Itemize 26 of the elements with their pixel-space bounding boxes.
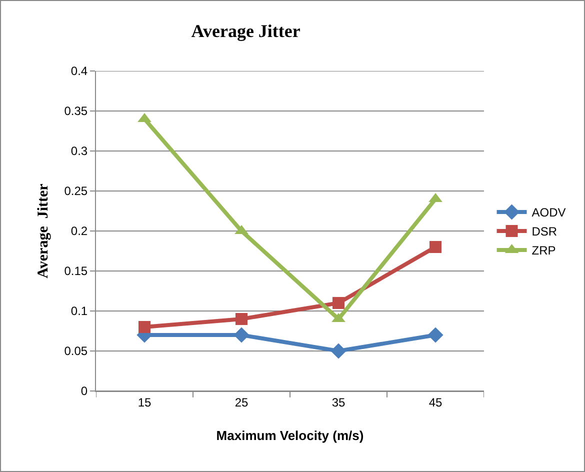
legend-label: ZRP	[532, 244, 556, 258]
x-axis-title: Maximum Velocity (m/s)	[216, 428, 364, 443]
y-tick-label: 0.35	[64, 104, 88, 118]
x-tick-label: 45	[428, 395, 442, 410]
x-tick-label: 35	[332, 395, 346, 410]
legend-label: DSR	[532, 224, 558, 239]
chart-title: Average Jitter	[191, 21, 300, 42]
point	[428, 327, 444, 343]
y-tick-label: 0.15	[64, 264, 88, 278]
point	[430, 241, 442, 253]
x-tick-label: 15	[138, 395, 152, 410]
y-tick-label: 0.05	[64, 344, 88, 358]
y-tick-label: 0.1	[70, 304, 88, 318]
point	[332, 297, 344, 309]
point	[234, 327, 250, 343]
y-tick-label: 0.4	[70, 64, 88, 78]
point	[236, 313, 248, 325]
point	[330, 343, 346, 359]
y-tick-label: 0.3	[70, 144, 88, 158]
point	[138, 321, 150, 333]
y-axis-title: Average Jitter	[35, 183, 52, 278]
y-tick-label: 0.2	[70, 224, 88, 238]
legend-label: AODV	[532, 206, 566, 220]
y-tick-label: 0	[80, 384, 88, 398]
y-tick-label: 0.25	[64, 184, 88, 198]
x-tick-label: 25	[234, 395, 248, 410]
